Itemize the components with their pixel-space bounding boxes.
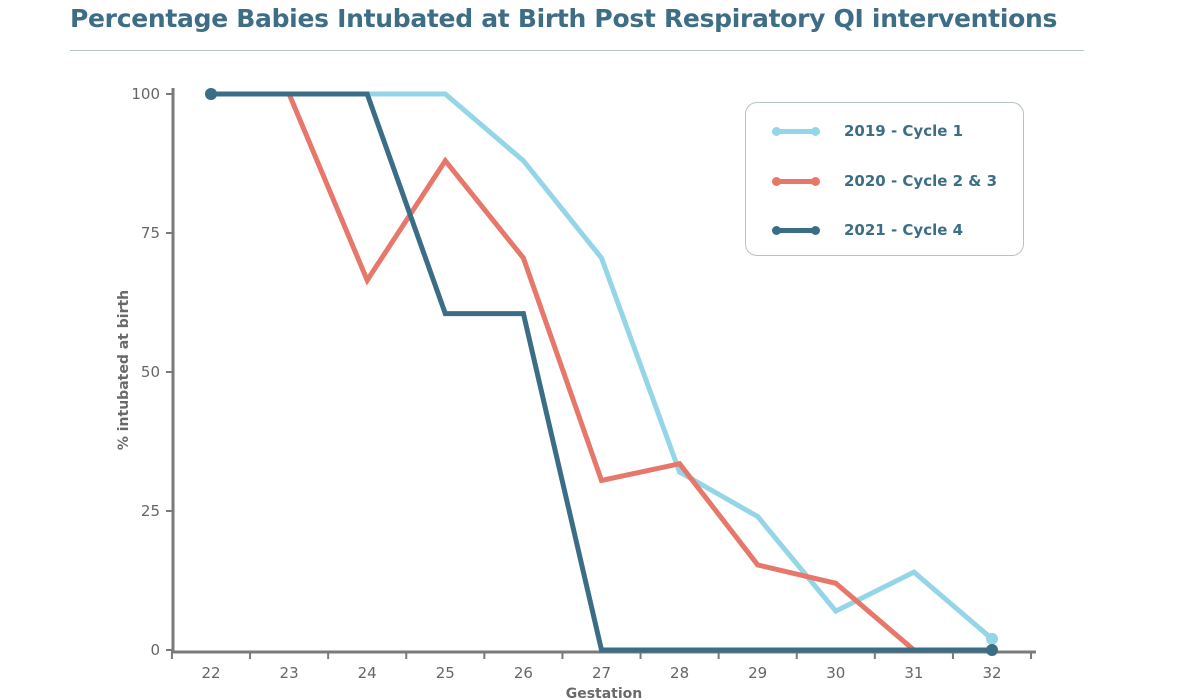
data-point: [442, 91, 448, 97]
data-point: [599, 255, 604, 261]
data-point: [520, 158, 526, 164]
data-point: [286, 91, 292, 97]
y-tick-label: 75: [141, 224, 160, 242]
x-axis-label: Gestation: [566, 686, 643, 700]
data-point: [677, 469, 683, 475]
data-point: [599, 477, 604, 483]
data-point: [755, 514, 761, 520]
x-tick-label: 22: [201, 664, 220, 682]
data-point: [986, 644, 998, 656]
x-tick-label: 26: [514, 664, 533, 682]
x-tick-label: 31: [904, 664, 923, 682]
data-point: [833, 580, 839, 586]
data-point: [442, 311, 448, 317]
data-point: [205, 88, 217, 100]
y-tick-label: 25: [141, 502, 160, 520]
x-tick-label: 28: [670, 664, 689, 682]
y-tick-label: 50: [141, 363, 160, 381]
legend: 2019 - Cycle 1 2020 - Cycle 2 & 3 2021 -…: [745, 102, 1024, 256]
data-point: [364, 277, 370, 283]
chart-title: Percentage Babies Intubated at Birth Pos…: [70, 4, 1058, 33]
legend-swatch: [772, 126, 820, 136]
data-point: [520, 311, 526, 317]
x-tick-label: 29: [748, 664, 767, 682]
legend-item-2020: 2020 - Cycle 2 & 3: [772, 171, 998, 191]
legend-label: 2019 - Cycle 1: [844, 122, 964, 140]
y-tick-label: 0: [150, 641, 160, 659]
legend-item-2021: 2021 - Cycle 4: [772, 220, 964, 240]
data-point: [833, 647, 839, 653]
legend-swatch: [772, 176, 820, 186]
legend-label: 2021 - Cycle 4: [844, 221, 964, 239]
data-point: [599, 647, 604, 653]
data-point: [755, 562, 761, 568]
data-point: [364, 91, 370, 97]
x-tick-label: 27: [592, 664, 611, 682]
x-tick-label: 25: [436, 664, 455, 682]
y-tick-label: 100: [131, 85, 160, 103]
data-point: [520, 255, 526, 261]
data-point: [677, 461, 683, 467]
legend-label: 2020 - Cycle 2 & 3: [844, 172, 998, 190]
data-point: [677, 647, 683, 653]
x-tick-label: 24: [358, 664, 377, 682]
x-tick-label: 30: [826, 664, 845, 682]
data-point: [986, 632, 998, 645]
data-point: [911, 569, 917, 575]
legend-item-2019: 2019 - Cycle 1: [772, 121, 964, 141]
data-point: [442, 158, 448, 164]
title-divider: [70, 50, 1084, 51]
data-point: [755, 647, 761, 653]
x-tick-label: 23: [280, 664, 299, 682]
x-tick-label: 32: [982, 664, 1001, 682]
y-axis-label: % intubated at birth: [116, 290, 132, 450]
data-point: [911, 647, 917, 653]
data-point: [833, 608, 839, 614]
legend-swatch: [772, 225, 820, 235]
